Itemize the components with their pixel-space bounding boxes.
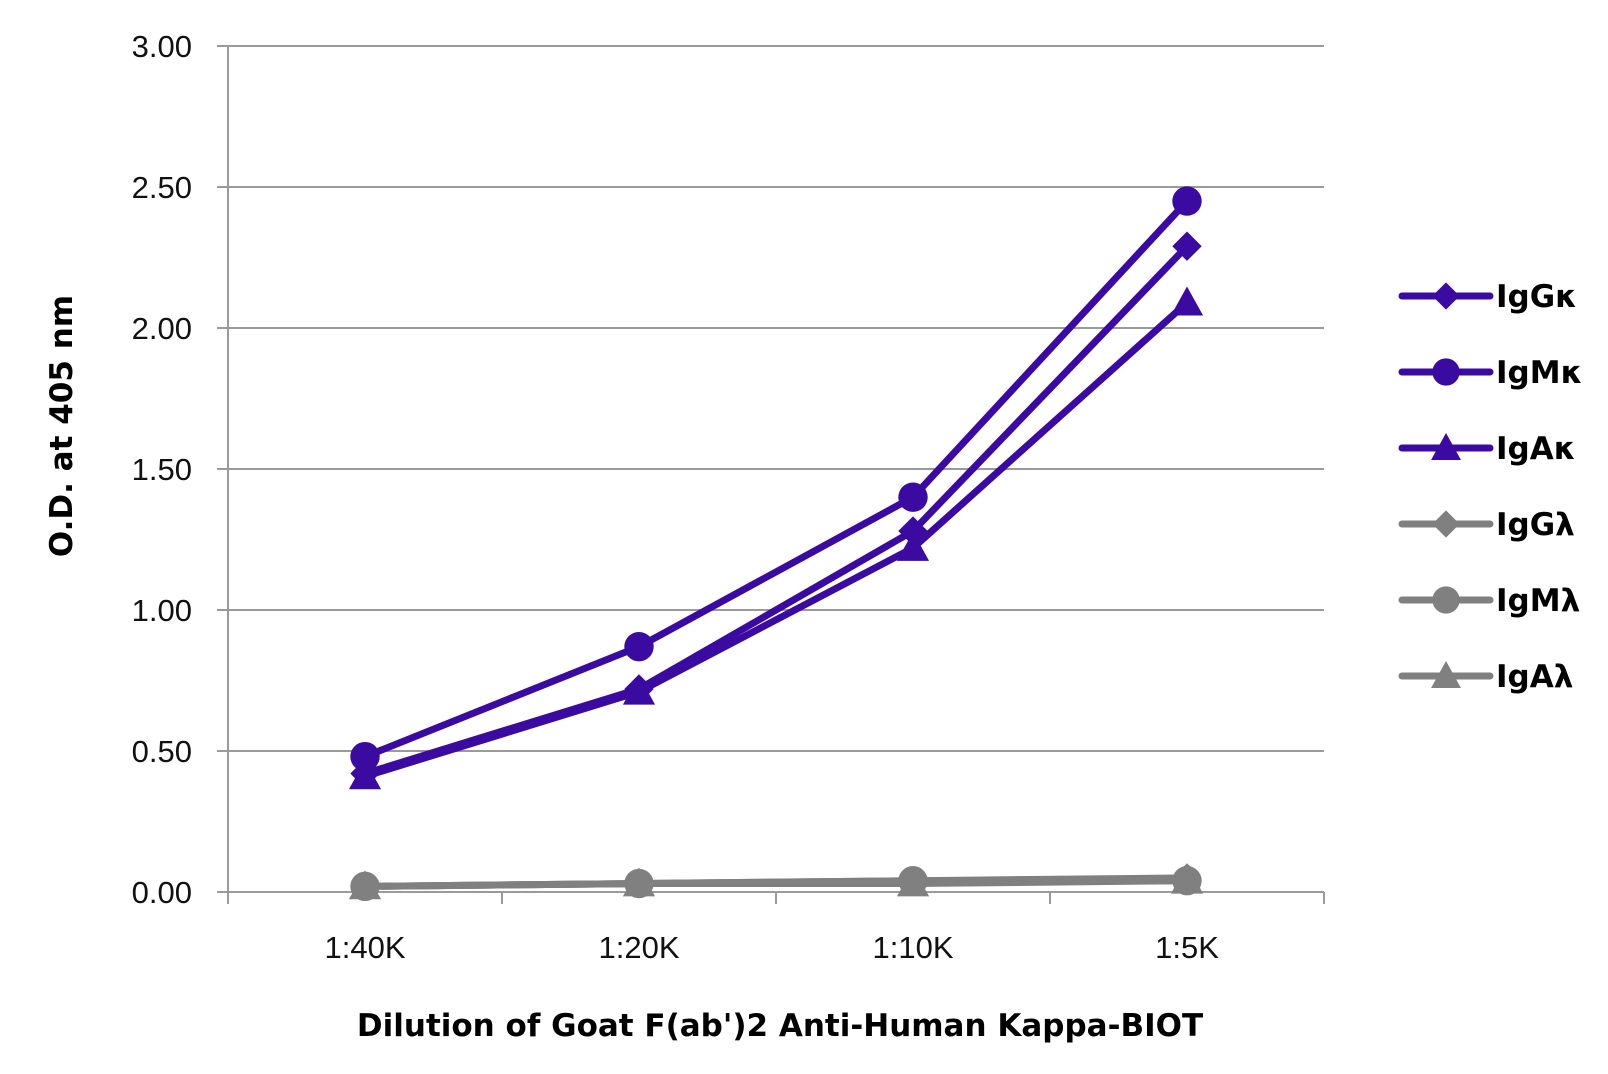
series-IgAκ — [348, 286, 1204, 790]
y-tick-label: 2.50 — [132, 170, 192, 205]
legend-label: IgAλ — [1496, 659, 1573, 695]
series-IgGκ — [350, 231, 1202, 789]
y-tick-label: 0.50 — [132, 734, 192, 769]
y-tick-label: 2.00 — [132, 311, 192, 346]
data-point — [1170, 286, 1204, 316]
y-tick-labels: 0.00 0.50 1.00 1.50 2.00 2.50 3.00 — [132, 29, 192, 910]
legend-marker — [1432, 358, 1460, 386]
x-tick-label: 1:20K — [598, 930, 679, 965]
axes — [227, 46, 1325, 904]
series-IgAλ — [348, 864, 1204, 900]
legend-item: IgMλ — [1398, 583, 1580, 619]
data-point — [1172, 231, 1202, 261]
legend-label: IgGλ — [1496, 507, 1575, 543]
data-point — [896, 867, 930, 897]
y-tick-label: 0.00 — [132, 875, 192, 910]
data-point — [898, 482, 928, 512]
data-point — [622, 675, 656, 705]
legend-label: IgGκ — [1496, 279, 1577, 315]
legend-label: IgMκ — [1496, 355, 1583, 391]
legend-label: IgAκ — [1496, 431, 1576, 467]
legend-item: IgGκ — [1398, 279, 1577, 315]
legend-item: IgAλ — [1398, 659, 1573, 695]
data-point — [1172, 186, 1202, 216]
data-point — [624, 631, 654, 662]
x-tick-label: 1:10K — [872, 930, 953, 965]
legend-item: IgGλ — [1398, 507, 1575, 543]
legend: IgGκ IgMκ IgAκ IgGλ IgMλ IgAλ — [1398, 279, 1583, 695]
data-point — [348, 870, 382, 900]
y-tick-label: 1.00 — [132, 593, 192, 628]
data-point — [350, 741, 380, 772]
series-group — [348, 186, 1204, 902]
x-tick-label: 1:40K — [324, 930, 405, 965]
gridlines — [217, 45, 1324, 893]
legend-marker — [1432, 586, 1460, 614]
series-line — [361, 197, 1191, 761]
legend-marker — [1432, 282, 1460, 310]
legend-marker — [1431, 433, 1461, 460]
data-point — [622, 867, 656, 897]
data-point — [348, 760, 382, 790]
series-line — [361, 877, 1191, 890]
y-tick-label: 3.00 — [132, 29, 192, 64]
data-point — [1170, 864, 1204, 894]
legend-label: IgMλ — [1496, 583, 1580, 619]
legend-item: IgMκ — [1398, 355, 1583, 391]
x-axis-title: Dilution of Goat F(ab')2 Anti-Human Kapp… — [357, 1008, 1203, 1044]
series-IgMκ — [350, 186, 1202, 772]
series-line — [361, 242, 1191, 778]
legend-item: IgAκ — [1398, 431, 1576, 467]
data-point — [896, 531, 930, 561]
legend-marker — [1431, 661, 1461, 688]
y-axis-title: O.D. at 405 nm — [44, 295, 80, 557]
x-tick-labels: 1:40K 1:20K 1:10K 1:5K — [324, 930, 1219, 965]
series-line — [361, 299, 1191, 780]
x-tick-label: 1:5K — [1155, 930, 1219, 965]
legend-marker — [1432, 510, 1460, 538]
y-tick-label: 1.50 — [132, 452, 192, 487]
